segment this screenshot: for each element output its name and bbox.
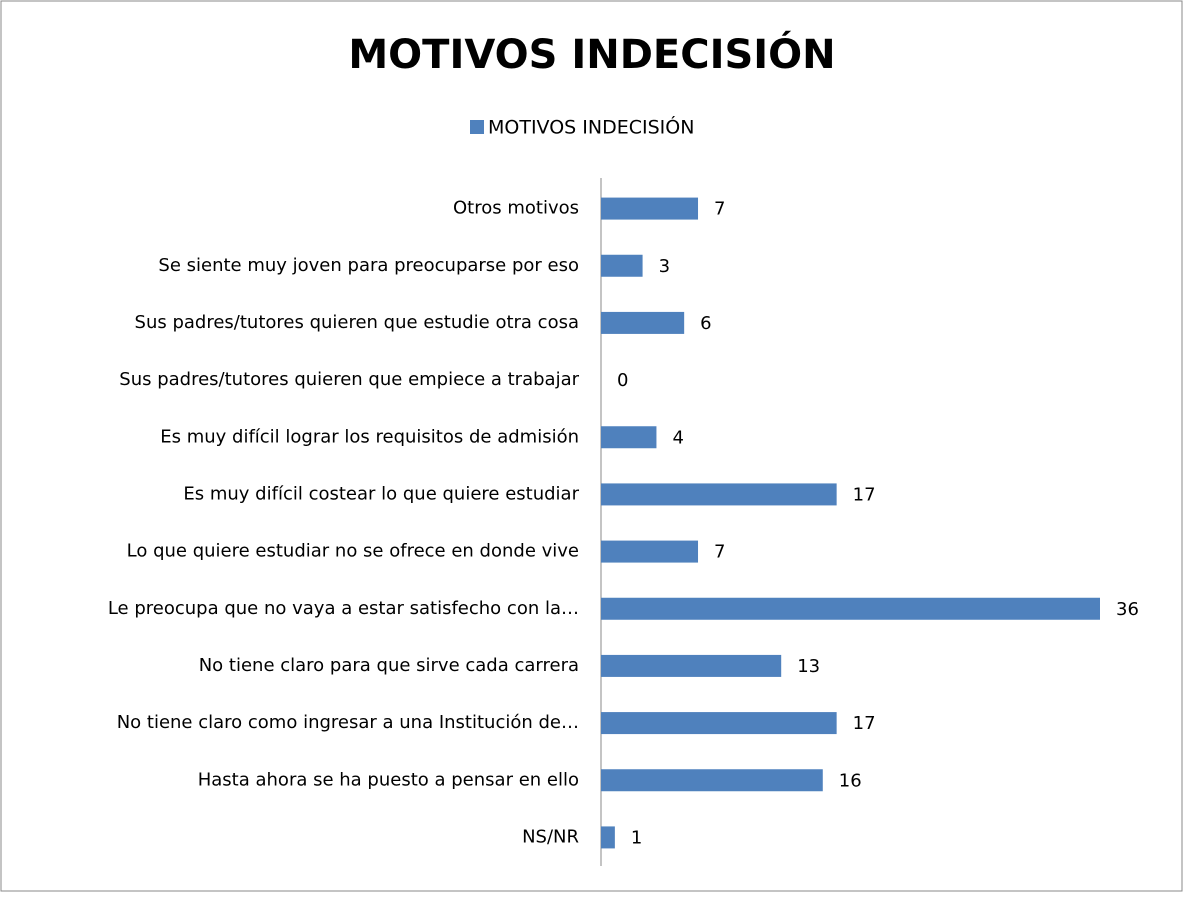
y-tick-label: Sus padres/tutores quieren que estudie o… [135, 312, 579, 333]
bar [601, 254, 643, 277]
bar [601, 826, 615, 849]
y-tick-label: Se siente muy joven para preocuparse por… [158, 255, 579, 276]
bar [601, 769, 823, 792]
data-label: 7 [714, 542, 725, 563]
data-label: 17 [853, 713, 876, 734]
data-label: 0 [617, 370, 628, 391]
bar [601, 540, 699, 563]
y-tick-label: No tiene claro para que sirve cada carre… [199, 655, 579, 676]
bar [601, 597, 1100, 620]
legend-label: MOTIVOS INDECISIÓN [488, 115, 694, 139]
y-tick-label: Es muy difícil costear lo que quiere est… [183, 483, 579, 504]
y-tick-label: Hasta ahora se ha puesto a pensar en ell… [198, 769, 579, 790]
bar [601, 712, 837, 735]
data-label: 13 [797, 656, 820, 677]
y-tick-label: Es muy difícil lograr los requisitos de … [160, 426, 579, 447]
y-tick-label: Sus padres/tutores quieren que empiece a… [119, 369, 579, 390]
bar [601, 311, 685, 334]
bar [601, 426, 657, 449]
y-tick-label: No tiene claro como ingresar a una Insti… [117, 712, 579, 733]
data-label: 36 [1116, 599, 1139, 620]
bar [601, 654, 782, 677]
chart-title: MOTIVOS INDECISIÓN [348, 30, 835, 78]
data-label: 4 [672, 427, 683, 448]
bar [601, 483, 837, 506]
y-tick-label: Le preocupa que no vaya a estar satisfec… [108, 598, 579, 619]
data-label: 1 [631, 827, 642, 848]
bar [601, 197, 699, 220]
y-tick-label: Otros motivos [453, 198, 579, 219]
data-label: 17 [853, 484, 876, 505]
data-label: 3 [659, 256, 670, 277]
data-label: 7 [714, 199, 725, 220]
y-tick-label: Lo que quiere estudiar no se ofrece en d… [127, 541, 579, 562]
y-tick-label: NS/NR [522, 826, 579, 847]
legend-swatch [470, 120, 484, 134]
data-label: 16 [839, 770, 862, 791]
data-label: 6 [700, 313, 711, 334]
